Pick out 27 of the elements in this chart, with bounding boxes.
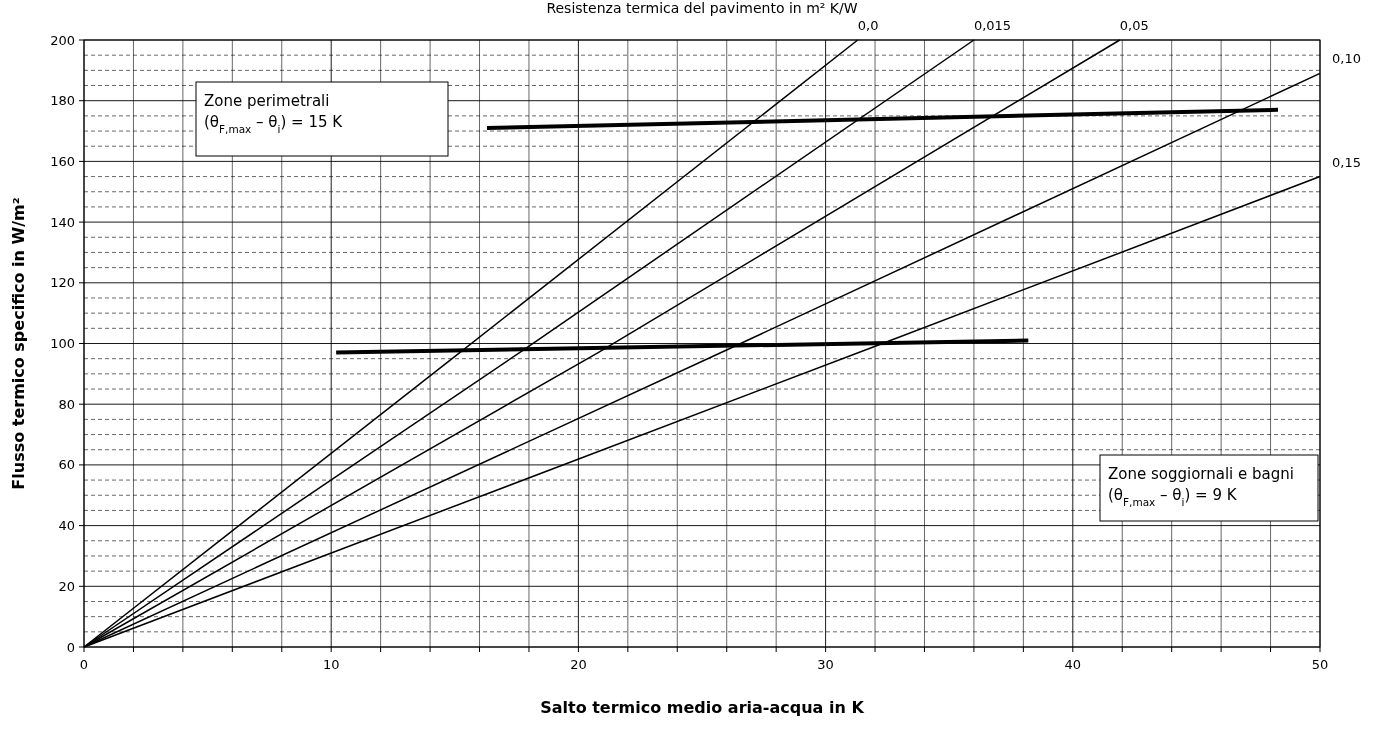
x-tick-label: 30	[817, 657, 834, 672]
text: Resistenza termica del pavimento in m² K/W	[546, 0, 858, 16]
y-tick-label: 20	[58, 578, 75, 594]
y-tick-label: 80	[58, 396, 75, 412]
series-label: 0,05	[1119, 18, 1149, 33]
series-label: 0,15	[1332, 154, 1361, 170]
y-tick-label: 140	[50, 214, 75, 230]
y-tick-label: 160	[50, 153, 75, 169]
y-axis-title: Flusso termico specifico in W/m²	[9, 197, 28, 490]
annotation: Zone perimetrali (θ$_{F,max}$ – θ$_{i}$) = 15 K	[204, 92, 344, 135]
y-tick-label: 40	[58, 518, 75, 534]
x-tick-label: 10	[322, 657, 340, 672]
x-tick-label: 50	[1311, 657, 1329, 672]
y-tick-label: 100	[50, 336, 75, 351]
y-tick-label: 180	[50, 93, 75, 109]
series-label: 0,10	[1332, 51, 1361, 67]
y-tick-label: 60	[58, 457, 75, 473]
y-tick-label: 120	[50, 275, 75, 291]
x-tick-label: 0	[79, 657, 89, 672]
x-tick-label: 20	[570, 657, 587, 672]
y-tick-label: 0	[66, 639, 75, 655]
y-tick-label: 200	[50, 32, 75, 48]
series-label: 0,015	[973, 18, 1012, 33]
x-axis-title: Salto termico medio aria-acqua in K	[540, 698, 865, 717]
annotation: Zone soggiornali e bagni (θ$_{F,max}$ – θ$_{i}$) = 9 K	[1108, 465, 1294, 508]
x-tick-label: 40	[1064, 657, 1082, 672]
series-label: 0,0	[857, 18, 879, 33]
